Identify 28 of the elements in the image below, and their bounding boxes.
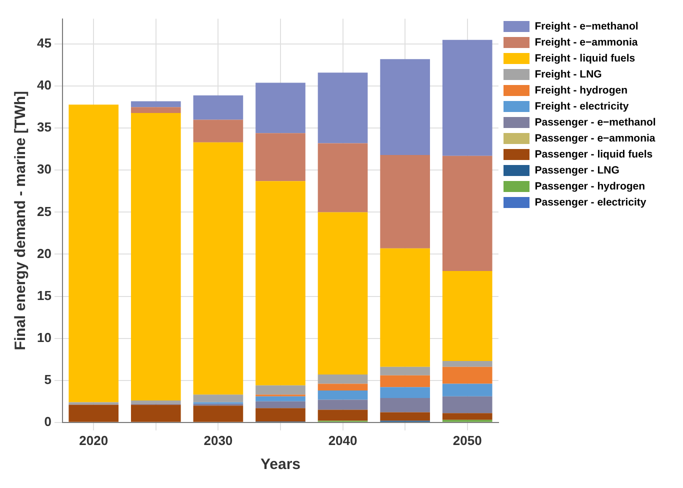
y-tick-label: 20 <box>36 246 52 261</box>
legend-label: Passenger - e−ammonia <box>534 132 656 144</box>
legend-label: Freight - hydrogen <box>534 84 628 96</box>
y-tick-label: 25 <box>36 204 52 219</box>
legend-label: Freight - e−methanol <box>534 20 638 32</box>
y-tick-label: 15 <box>36 288 52 303</box>
x-tick-label: 2050 <box>452 432 482 448</box>
legend-label: Freight - LNG <box>534 68 602 80</box>
x-tick-label: 2030 <box>204 432 233 448</box>
legend-label: Passenger - liquid fuels <box>534 148 653 160</box>
legend-label: Passenger - e−methanol <box>534 116 656 128</box>
y-tick-label: 30 <box>36 162 52 177</box>
y-tick-label: 5 <box>44 372 52 387</box>
x-tick-label: 2020 <box>79 432 108 448</box>
y-tick-label: 10 <box>36 330 52 345</box>
y-tick-label: 35 <box>36 120 52 135</box>
x-tick-label: 2040 <box>328 432 358 448</box>
legend-label: Freight - liquid fuels <box>534 52 636 64</box>
y-tick-label: 0 <box>44 414 52 429</box>
y-axis-title: Final energy demand - marine [TWh] <box>12 91 30 350</box>
y-tick-label: 45 <box>36 36 52 51</box>
legend-label: Freight - e−ammonia <box>534 36 638 48</box>
legend-label: Passenger - LNG <box>534 164 620 176</box>
legend-label: Freight - electricity <box>534 100 629 112</box>
legend-label: Passenger - hydrogen <box>534 180 646 192</box>
y-tick-label: 40 <box>36 78 52 93</box>
x-axis-title: Years <box>260 456 301 474</box>
legend-label: Passenger - electricity <box>534 196 646 208</box>
